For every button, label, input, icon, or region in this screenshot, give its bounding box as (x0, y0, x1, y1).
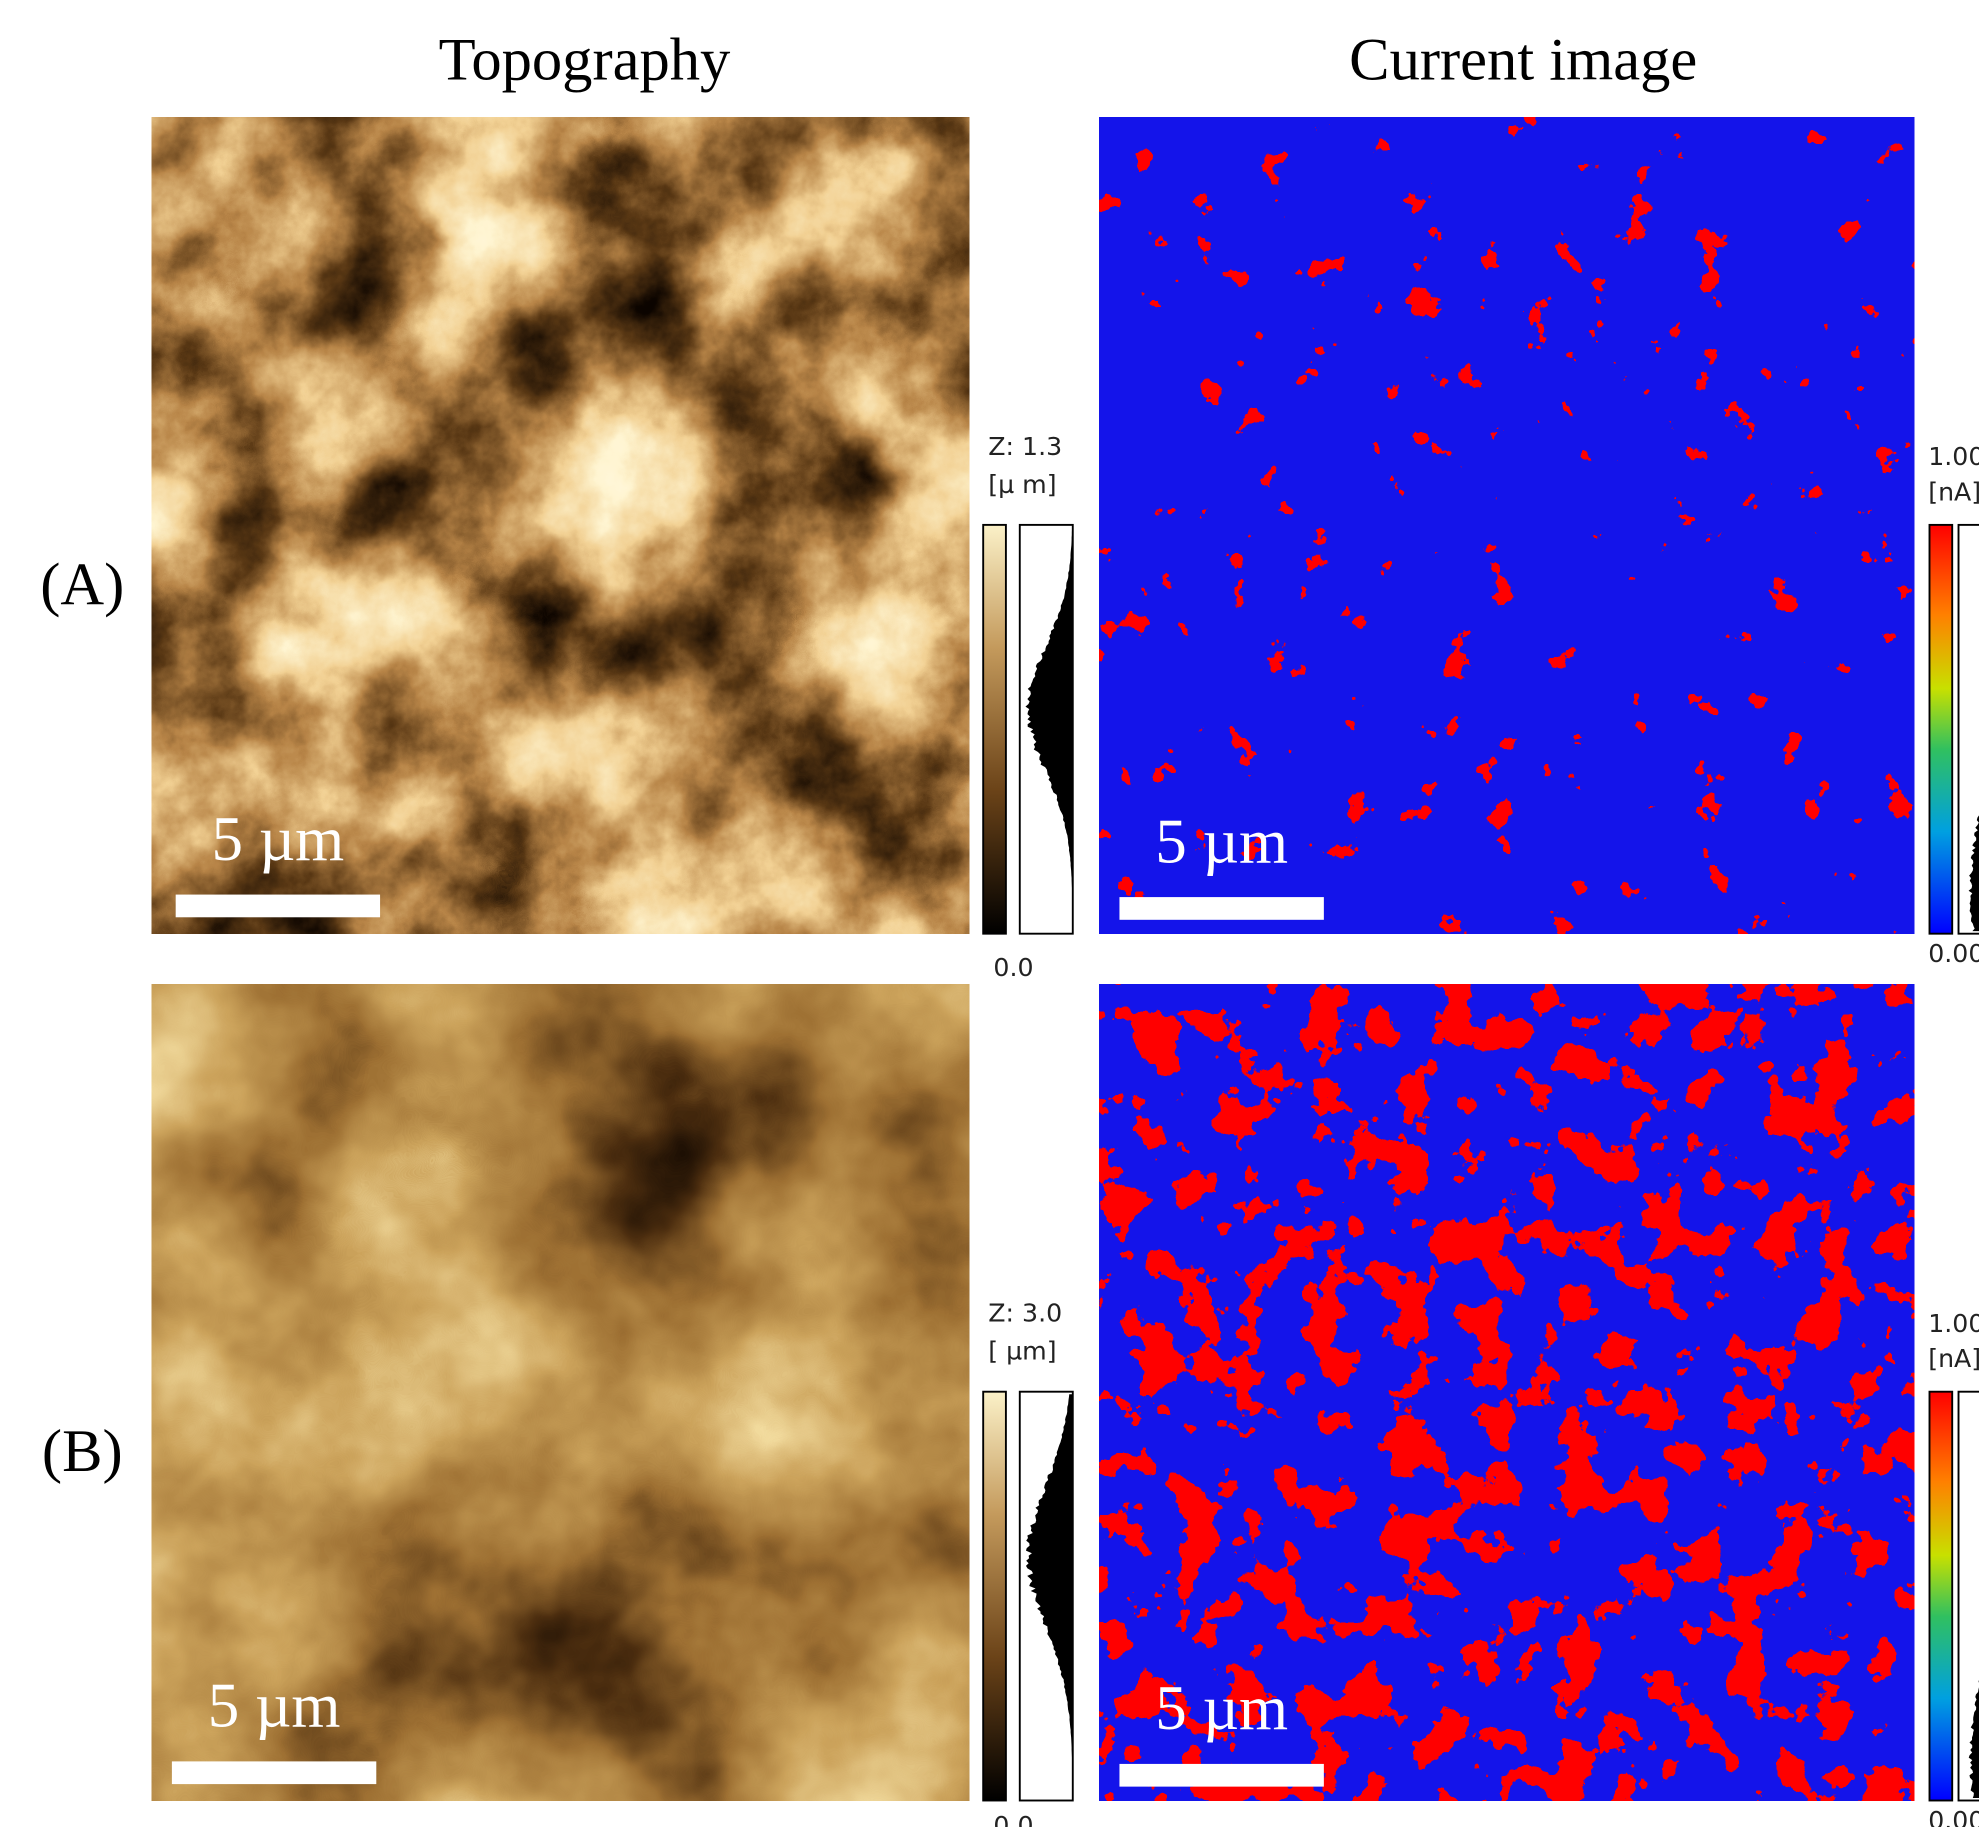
scale-bar (176, 895, 380, 918)
colorbar-min: 0.00 (1928, 1806, 1979, 1827)
colorbar-max: Z: 1.3 (988, 432, 1062, 461)
scale-bar (1119, 1764, 1323, 1787)
scale-bar (1119, 897, 1323, 920)
scale-bar-label: 5 µm (1155, 1673, 1288, 1743)
colorbar-max: 1.00 (1928, 1309, 1979, 1338)
scale-bar-label: 5 µm (212, 804, 345, 874)
figure: Topography Current image (A) 5 µm Z: 1.3 [µ… (0, 0, 1979, 1827)
colorbar (983, 1392, 1006, 1801)
colorbar (1929, 525, 1952, 934)
column-title: Topography (439, 27, 731, 94)
colorbar-unit: [nA] (1928, 1344, 1979, 1373)
colorbar-unit: [nA] (1928, 477, 1979, 506)
colorbar-unit: [ µm] (988, 1337, 1056, 1366)
colorbar (983, 525, 1006, 934)
colorbar-unit: [µ m] (988, 470, 1056, 499)
scale-bar-label: 5 µm (1155, 806, 1288, 876)
colorbar-min: 0.0 (993, 1811, 1033, 1827)
row-label: (B) (42, 1418, 123, 1485)
scale-bar-label: 5 µm (208, 1671, 341, 1741)
page: Topography Current image (A) 5 µm Z: 1.3 [µ… (0, 0, 1979, 1827)
colorbar (1929, 1392, 1952, 1801)
column-title: Current image (1349, 27, 1697, 94)
colorbar-min: 0.00 (1928, 939, 1979, 968)
colorbar-max: Z: 3.0 (988, 1299, 1062, 1328)
row-label: (A) (40, 551, 124, 618)
colorbar-min: 0.0 (993, 953, 1033, 982)
scale-bar (172, 1761, 376, 1784)
colorbar-max: 1.00 (1928, 442, 1979, 471)
